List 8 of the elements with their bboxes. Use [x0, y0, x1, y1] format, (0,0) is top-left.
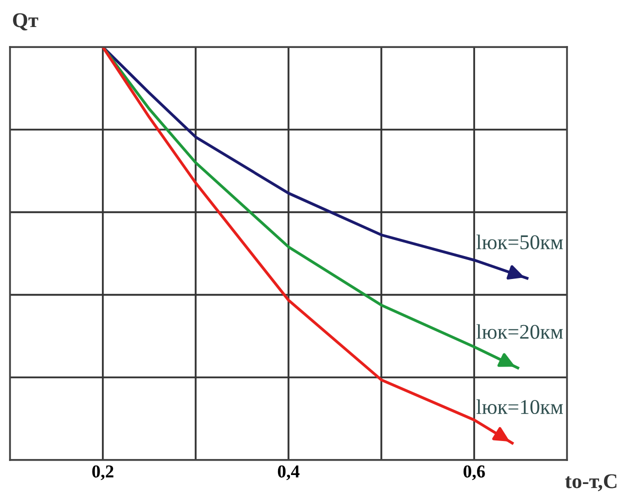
series-label: lюк=10км	[476, 399, 563, 414]
y-axis-title: Qт	[13, 13, 38, 30]
x-tick-label: 0,6	[464, 465, 485, 480]
x-axis-title: tо-т,С	[565, 474, 616, 492]
x-tick-label: 0,4	[278, 465, 300, 480]
series-label: lюк=50км	[476, 234, 563, 250]
series-label: lюк=20км	[476, 324, 563, 339]
x-tick-label: 0,2	[92, 465, 114, 480]
